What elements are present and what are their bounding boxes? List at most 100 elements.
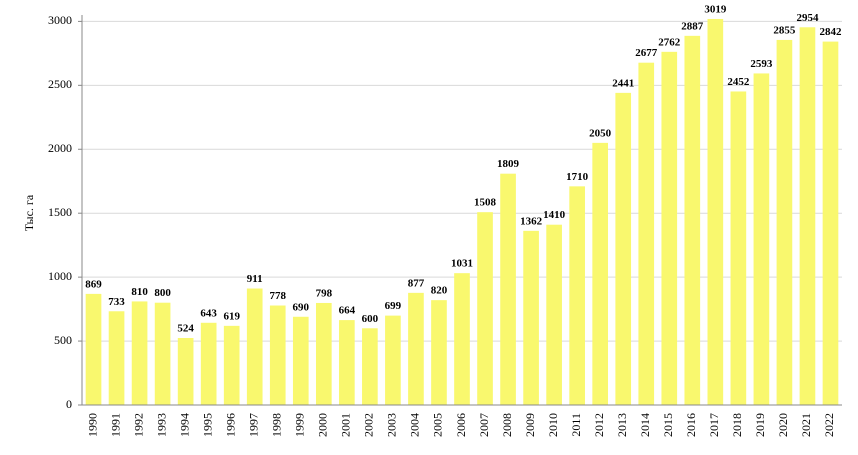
value-label: 690 [293, 301, 310, 313]
x-tick-label: 1992 [131, 413, 145, 437]
bar [638, 62, 655, 406]
value-label: 820 [431, 285, 448, 297]
value-label: 2842 [819, 26, 842, 38]
x-tick-label: 2014 [638, 413, 652, 437]
x-tick-label: 1997 [246, 413, 260, 437]
bar [454, 273, 470, 405]
value-label: 2050 [589, 127, 612, 139]
bar [154, 302, 171, 405]
bar [615, 92, 632, 405]
x-tick-label: 2016 [684, 413, 698, 437]
y-axis-label: Тыс. га [22, 194, 36, 231]
value-label: 869 [85, 278, 102, 290]
value-label: 2762 [658, 36, 681, 48]
x-tick-label: 2020 [776, 413, 790, 437]
bar [385, 315, 401, 405]
value-label: 1508 [474, 197, 497, 209]
y-tick-label: 500 [54, 333, 72, 347]
bar [131, 301, 148, 405]
bar [799, 27, 816, 405]
bar [684, 35, 701, 406]
value-label: 2452 [727, 76, 750, 88]
y-tick-label: 0 [66, 397, 72, 411]
x-tick-label: 2013 [615, 413, 629, 437]
value-label: 877 [408, 277, 425, 289]
value-label: 798 [316, 287, 333, 299]
value-label: 1809 [497, 158, 520, 170]
bar [477, 212, 493, 405]
x-tick-label: 2004 [408, 413, 422, 437]
bar [546, 224, 562, 405]
bar [569, 186, 585, 405]
value-label: 2677 [635, 47, 658, 59]
x-tick-label: 2006 [454, 413, 468, 437]
value-label: 1410 [543, 209, 566, 221]
bar [177, 337, 194, 405]
x-tick-label: 1998 [270, 413, 284, 437]
x-tick-label: 1991 [108, 413, 122, 437]
value-label: 2441 [612, 77, 634, 89]
bar [776, 39, 793, 406]
x-tick-label: 2017 [707, 413, 721, 437]
x-tick-label: 2022 [822, 413, 836, 437]
x-tick-label: 2021 [799, 413, 813, 437]
bar [500, 173, 516, 405]
bar [523, 230, 539, 405]
value-label: 1710 [566, 171, 589, 183]
x-tick-label: 2011 [569, 413, 583, 437]
bar [246, 288, 263, 405]
value-label: 600 [362, 313, 379, 325]
bar [315, 302, 332, 405]
value-label: 2593 [750, 58, 773, 70]
value-label: 619 [223, 310, 240, 322]
bar [431, 300, 447, 405]
y-tick-label: 3000 [48, 13, 72, 27]
bar [200, 322, 217, 405]
bar [661, 51, 678, 405]
bar [223, 325, 240, 405]
x-tick-label: 2005 [431, 413, 445, 437]
value-label: 3019 [704, 3, 727, 15]
x-tick-label: 1994 [177, 413, 191, 437]
x-tick-label: 1999 [293, 413, 307, 437]
bar [292, 316, 309, 405]
bar [339, 320, 355, 405]
value-label: 664 [339, 305, 356, 317]
x-tick-label: 2010 [546, 413, 560, 437]
value-label: 1031 [451, 258, 473, 270]
bar [707, 18, 724, 406]
x-tick-label: 2018 [730, 413, 744, 437]
value-label: 733 [108, 296, 125, 308]
bar [108, 311, 125, 405]
x-tick-label: 2008 [500, 413, 514, 437]
value-label: 1362 [520, 215, 543, 227]
x-tick-label: 2012 [592, 413, 606, 437]
x-tick-label: 2000 [316, 413, 330, 437]
bar [269, 305, 286, 405]
y-tick-label: 1500 [48, 205, 72, 219]
y-tick-label: 2000 [48, 141, 72, 155]
value-label: 810 [131, 286, 148, 298]
bar [592, 142, 609, 406]
bar [85, 293, 102, 405]
bar [408, 292, 424, 405]
value-label: 699 [385, 300, 402, 312]
x-tick-label: 2015 [661, 413, 675, 437]
y-tick-label: 1000 [48, 269, 72, 283]
bar [822, 41, 839, 406]
x-tick-label: 2001 [339, 413, 353, 437]
bar [753, 73, 770, 405]
x-tick-label: 2007 [477, 413, 491, 437]
value-label: 778 [270, 290, 287, 302]
x-tick-label: 1995 [200, 413, 214, 437]
x-tick-label: 1996 [223, 413, 237, 437]
value-label: 2887 [681, 20, 704, 32]
x-tick-label: 2019 [753, 413, 767, 437]
bar [362, 328, 378, 405]
x-tick-label: 2002 [362, 413, 376, 437]
y-tick-label: 2500 [48, 77, 72, 91]
value-label: 2855 [773, 24, 796, 36]
x-tick-label: 1990 [85, 413, 99, 437]
bar [730, 91, 747, 405]
